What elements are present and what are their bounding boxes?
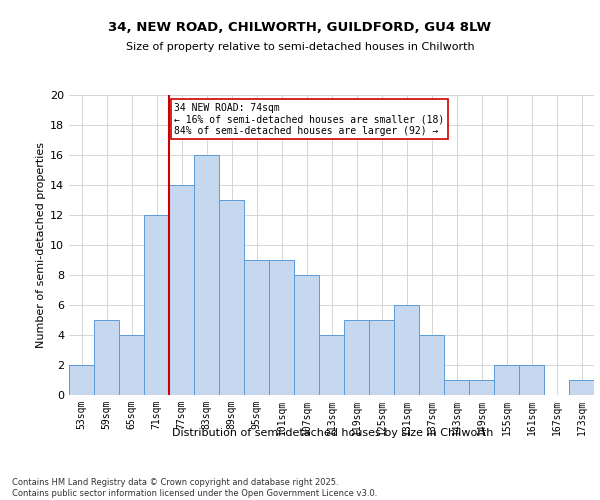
Bar — [269, 260, 294, 395]
Bar — [519, 365, 544, 395]
Bar — [219, 200, 244, 395]
Bar — [119, 335, 144, 395]
Bar — [94, 320, 119, 395]
Bar — [569, 380, 594, 395]
Bar — [419, 335, 444, 395]
Bar — [319, 335, 344, 395]
Text: 34, NEW ROAD, CHILWORTH, GUILDFORD, GU4 8LW: 34, NEW ROAD, CHILWORTH, GUILDFORD, GU4 … — [109, 21, 491, 34]
Bar — [469, 380, 494, 395]
Text: Size of property relative to semi-detached houses in Chilworth: Size of property relative to semi-detach… — [125, 42, 475, 52]
Bar — [494, 365, 519, 395]
Bar — [294, 275, 319, 395]
Bar — [194, 155, 219, 395]
Bar — [369, 320, 394, 395]
Bar — [169, 185, 194, 395]
Bar — [69, 365, 94, 395]
Bar — [344, 320, 369, 395]
Bar — [244, 260, 269, 395]
Bar — [394, 305, 419, 395]
Bar — [144, 215, 169, 395]
Text: Distribution of semi-detached houses by size in Chilworth: Distribution of semi-detached houses by … — [172, 428, 494, 438]
Bar — [444, 380, 469, 395]
Text: 34 NEW ROAD: 74sqm
← 16% of semi-detached houses are smaller (18)
84% of semi-de: 34 NEW ROAD: 74sqm ← 16% of semi-detache… — [174, 102, 444, 136]
Text: Contains HM Land Registry data © Crown copyright and database right 2025.
Contai: Contains HM Land Registry data © Crown c… — [12, 478, 377, 498]
Y-axis label: Number of semi-detached properties: Number of semi-detached properties — [36, 142, 46, 348]
